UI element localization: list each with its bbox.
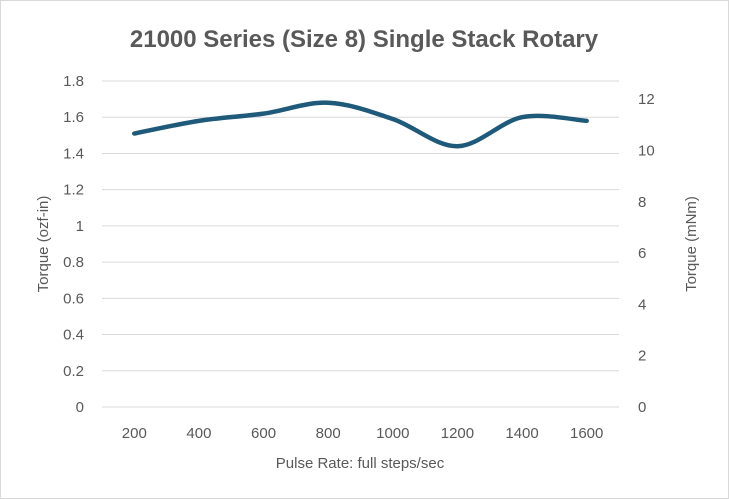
y-tick-label: 1.2	[63, 182, 84, 199]
x-tick-label: 1000	[376, 425, 409, 442]
x-tick-label: 800	[316, 425, 341, 442]
y-axis-right-ticks: 0 2 4 6 8 10 12	[638, 91, 655, 416]
y2-tick-label: 10	[638, 143, 655, 160]
y-tick-label: 1.8	[63, 73, 84, 90]
chart-title: 21000 Series (Size 8) Single Stack Rotar…	[130, 26, 599, 53]
y2-tick-label: 6	[638, 245, 646, 262]
y-tick-label: 1.6	[63, 109, 84, 126]
y2-tick-label: 0	[638, 399, 646, 416]
y-tick-label: 1	[76, 218, 84, 235]
x-tick-label: 400	[186, 425, 211, 442]
y-tick-label: 0	[76, 399, 84, 416]
gridlines	[102, 80, 619, 408]
y2-tick-label: 4	[638, 296, 646, 313]
series-layer	[132, 100, 589, 149]
x-axis-ticks: 200 400 600 800 1000 1200 1400 1600	[122, 425, 604, 442]
y-tick-label: 0.4	[63, 327, 84, 344]
y-axis-left-ticks: 0 0.2 0.4 0.6 0.8 1 1.2 1.4 1.6 1.8	[63, 73, 84, 416]
y-tick-label: 0.6	[63, 290, 84, 307]
x-tick-label: 600	[251, 425, 276, 442]
x-tick-label: 1600	[570, 425, 603, 442]
y-tick-label: 1.4	[63, 145, 84, 162]
x-tick-label: 1200	[441, 425, 474, 442]
x-axis-title: Pulse Rate: full steps/sec	[276, 455, 445, 472]
y2-tick-label: 8	[638, 194, 646, 211]
y-tick-label: 0.8	[63, 254, 84, 271]
x-tick-label: 1400	[505, 425, 538, 442]
y-axis-title: Torque (ozf-in)	[35, 196, 52, 293]
y2-tick-label: 12	[638, 91, 655, 108]
x-tick-label: 200	[122, 425, 147, 442]
y-tick-label: 0.2	[63, 363, 84, 380]
series-line	[132, 100, 589, 149]
y2-axis-title: Torque (mNm)	[683, 196, 700, 292]
y2-tick-label: 2	[638, 348, 646, 365]
